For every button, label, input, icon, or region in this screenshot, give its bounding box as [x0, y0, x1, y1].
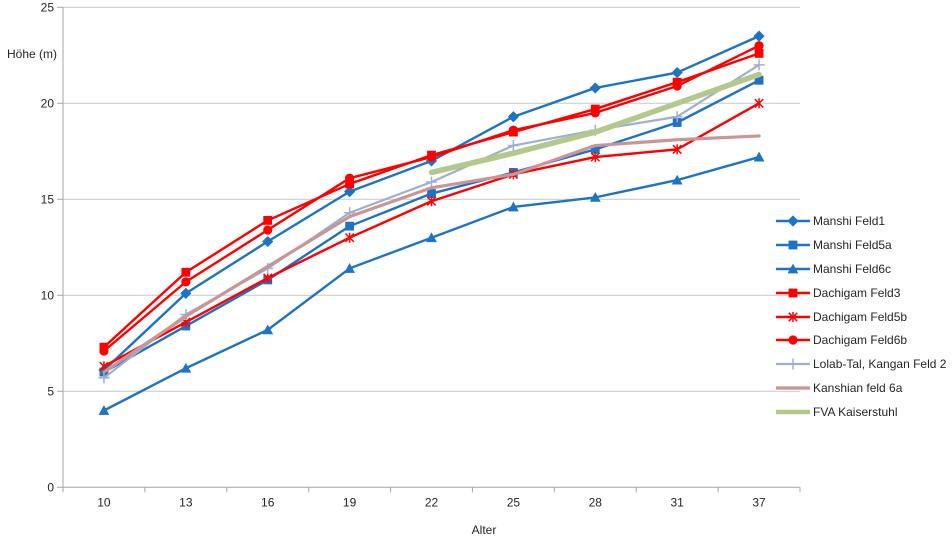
legend: Manshi Feld1 Manshi Feld5a Manshi Feld6c Da… [776, 209, 946, 424]
legend-label: Dachigam Feld3 [813, 285, 901, 300]
y-tick-label: 25 [41, 0, 55, 14]
legend-item-dachigam-feld6b: Dachigam Feld6b [776, 328, 946, 352]
legend-marker-square-icon [776, 240, 810, 250]
legend-marker-diamond-icon [776, 215, 810, 227]
marker-star [672, 144, 682, 155]
legend-marker-none-icon [776, 409, 810, 415]
marker-star [99, 361, 109, 372]
legend-label: FVA Kaiserstuhl [813, 405, 898, 420]
x-tick-label: 31 [670, 495, 684, 509]
x-tick-label: 19 [343, 495, 357, 509]
legend-label: Manshi Feld1 [813, 213, 886, 228]
x-tick-label: 10 [97, 495, 111, 509]
legend-item-dachigam-feld5b: Dachigam Feld5b [776, 305, 946, 329]
legend-label: Manshi Feld6c [813, 261, 892, 276]
series-manshi-feld6c [98, 151, 765, 415]
x-axis-title: Alter [471, 523, 497, 537]
legend-marker-none-icon [776, 386, 810, 390]
legend-item-fva-kaiserstuhl: FVA Kaiserstuhl [776, 400, 946, 424]
x-tick-label: 28 [589, 495, 603, 509]
marker-star [426, 196, 437, 206]
x-tick-label: 37 [752, 495, 766, 509]
marker-star [590, 152, 601, 162]
legend-item-manshi-feld5a: Manshi Feld5a [776, 233, 946, 257]
series-dachigam-feld6b [99, 41, 764, 356]
y-axis-title: Höhe (m) [7, 47, 58, 61]
legend-label: Manshi Feld5a [813, 237, 892, 252]
legend-item-dachigam-feld3: Dachigam Feld3 [776, 281, 946, 305]
legend-label: Dachigam Feld6b [813, 333, 908, 348]
marker-star [344, 232, 355, 243]
x-tick-label: 25 [507, 495, 521, 509]
y-tick-label: 10 [41, 288, 55, 302]
legend-item-kanshian-feld-6a: Kanshian feld 6a [776, 376, 946, 400]
x-tick-label: 13 [179, 495, 193, 509]
marker-star [754, 98, 764, 109]
legend-marker-star-icon [776, 311, 810, 322]
x-tick-label: 16 [261, 495, 275, 509]
series-line [428, 71, 762, 176]
legend-label: Kanshian feld 6a [813, 381, 903, 396]
legend-label: Dachigam Feld5b [813, 309, 908, 324]
y-tick-label: 5 [47, 384, 54, 398]
legend-label: Lolab-Tal, Kangan Feld 2 [813, 357, 947, 372]
legend-marker-circle-icon [776, 335, 810, 345]
marker-star [181, 317, 191, 327]
legend-marker-triangle-icon [776, 263, 810, 274]
series-fva-kaiserstuhl [428, 71, 762, 176]
marker-star [262, 273, 273, 283]
legend-marker-square-icon [776, 288, 810, 298]
series-kanshian-feld-6a [102, 134, 761, 374]
series-line [102, 79, 761, 374]
legend-item-manshi-feld1: Manshi Feld1 [776, 209, 946, 233]
y-tick-label: 20 [41, 96, 55, 110]
legend-item-manshi-feld6c: Manshi Feld6c [776, 257, 946, 281]
legend-marker-plus-icon [776, 358, 810, 370]
marker-star [788, 311, 798, 322]
x-tick-label: 22 [425, 495, 439, 509]
series-manshi-feld5a [99, 75, 764, 377]
series-line [102, 134, 761, 374]
y-tick-label: 0 [47, 480, 54, 494]
legend-item-lolab-tal-kangan-feld-2: Lolab-Tal, Kangan Feld 2 [776, 352, 946, 376]
y-tick-label: 15 [41, 192, 55, 206]
